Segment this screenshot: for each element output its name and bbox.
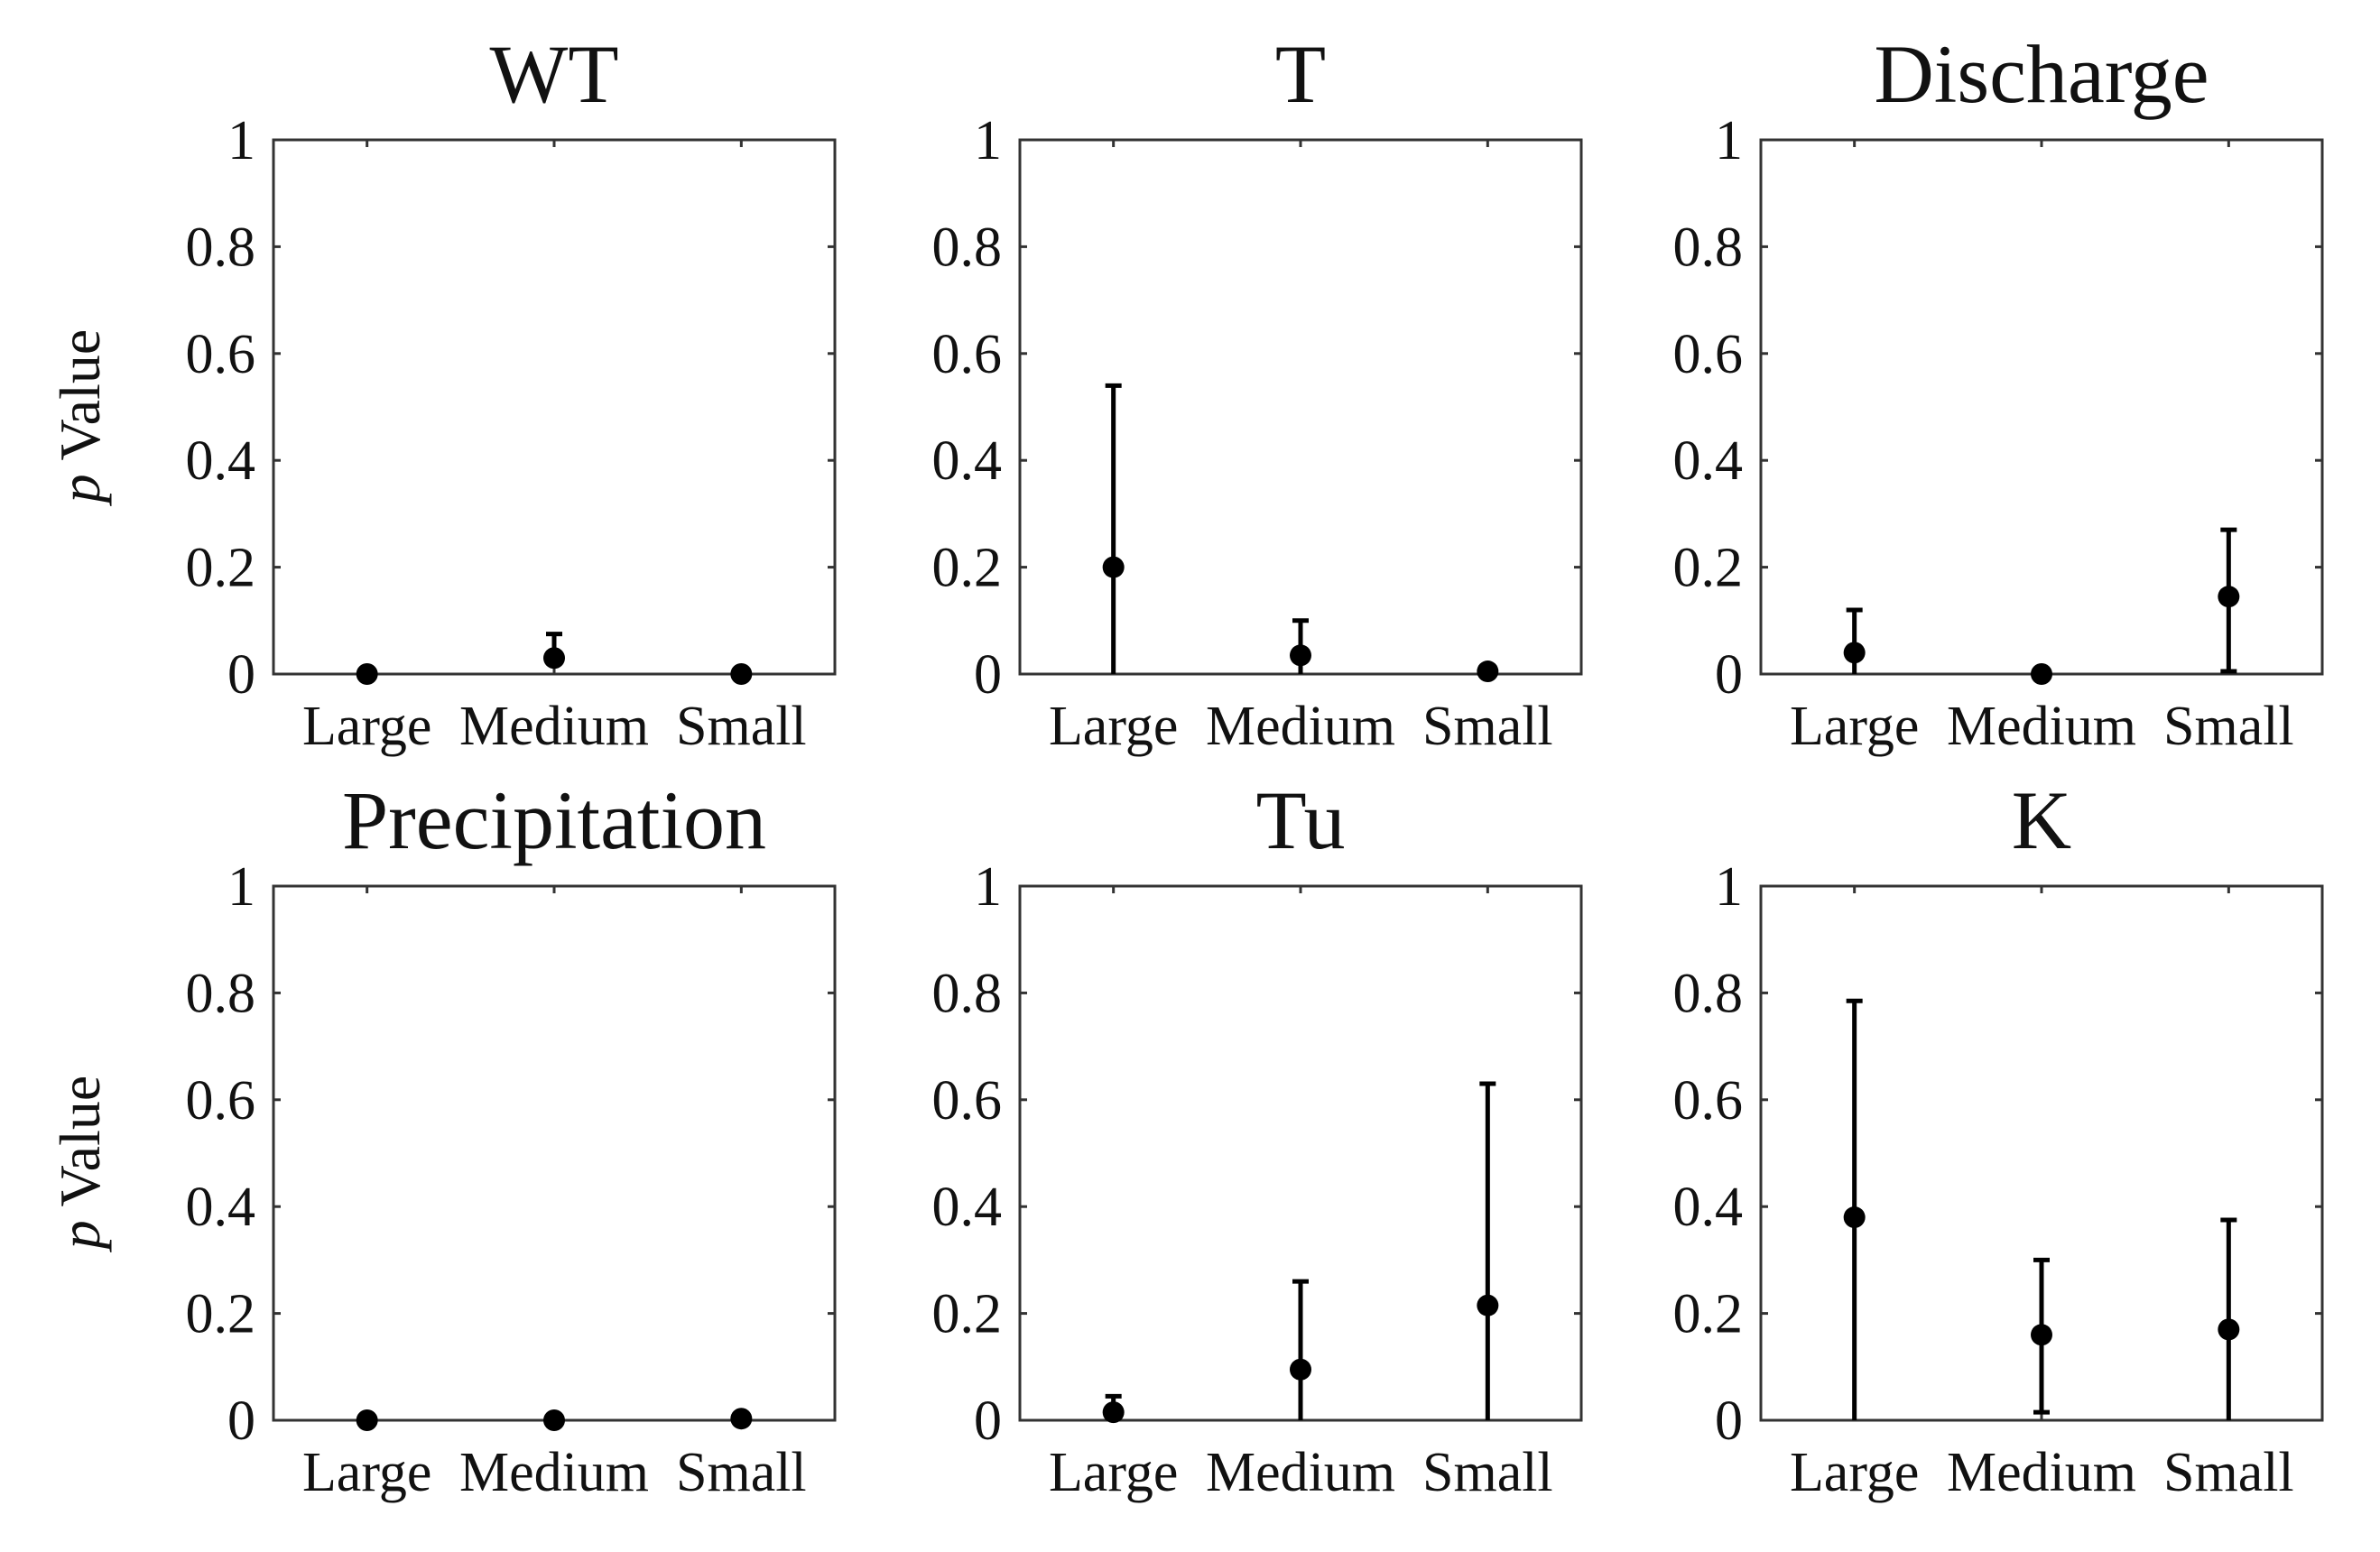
data-point — [1477, 1294, 1499, 1316]
y-axis-label-symbol: p — [48, 1220, 112, 1252]
y-tick-label: 0 — [974, 1390, 1002, 1452]
x-category-label: Small — [1422, 696, 1553, 757]
subplot-title: Precipitation — [342, 774, 766, 866]
subplot-wt: WT 0 0.2 0.4 0.6 0.8 1 Large Medium Small p Value — [48, 28, 837, 757]
y-tick-label: 0.4 — [186, 1177, 256, 1238]
subplot-title: K — [2012, 774, 2071, 866]
y-tick-label: 0.2 — [1673, 538, 1744, 599]
data-point — [730, 663, 753, 685]
y-tick-label: 0.6 — [1673, 1070, 1744, 1132]
y-tick-label: 0.4 — [932, 1177, 1003, 1238]
subplot-title: WT — [489, 28, 618, 120]
data-point — [1290, 644, 1311, 667]
y-tick-label: 0.8 — [932, 217, 1003, 278]
x-category-label: Medium — [1206, 696, 1395, 757]
y-axis-label-text: Value — [48, 1076, 112, 1221]
x-category-label: Small — [1422, 1442, 1553, 1503]
y-tick-label: 0.2 — [932, 538, 1003, 599]
subplot-t: T 0 0.2 0.4 0.6 0.8 1 Large Medium Small — [932, 28, 1583, 757]
x-category-label: Large — [1049, 1442, 1178, 1503]
x-category-label: Medium — [459, 696, 649, 757]
y-axis-label: p Value — [48, 1076, 112, 1253]
axes-frame — [1018, 138, 1583, 676]
y-tick-label: 1 — [974, 856, 1002, 918]
data-point — [2218, 586, 2240, 608]
y-tick-label: 0 — [227, 644, 255, 706]
y-axis-label: p Value — [48, 329, 112, 507]
data-point — [2031, 663, 2052, 685]
x-category-label: Small — [2163, 696, 2294, 757]
y-tick-label: 1 — [1715, 110, 1743, 171]
subplot-title: Discharge — [1874, 28, 2209, 120]
subplot-discharge: Discharge 0 0.2 0.4 0.6 0.8 1 Large Medium Small — [1673, 28, 2324, 757]
subplot-title: T — [1275, 28, 1326, 120]
y-tick-label: 0.2 — [186, 1284, 256, 1345]
y-tick-label: 1 — [1715, 856, 1743, 918]
data-point — [1102, 1401, 1125, 1424]
y-tick-label: 1 — [974, 110, 1002, 171]
y-tick-label: 0.2 — [932, 1284, 1003, 1345]
x-category-label: Small — [2163, 1442, 2294, 1503]
data-point — [1477, 661, 1499, 683]
y-tick-label: 0.4 — [186, 430, 256, 492]
x-category-label: Large — [1790, 1442, 1919, 1503]
data-point — [1290, 1358, 1311, 1381]
data-point — [1843, 1206, 1866, 1229]
data-point — [730, 1408, 753, 1430]
y-tick-label: 0.6 — [932, 1070, 1003, 1132]
x-category-label: Large — [302, 696, 431, 757]
data-point — [543, 1409, 565, 1431]
y-tick-label: 0.6 — [932, 324, 1003, 385]
x-category-label: Small — [676, 1442, 807, 1503]
y-axis-label-symbol: p — [48, 474, 112, 506]
y-tick-label: 0.8 — [1673, 963, 1744, 1024]
y-tick-label: 0.8 — [186, 217, 256, 278]
x-category-label: Large — [1790, 696, 1919, 757]
x-category-label: Large — [1049, 696, 1178, 757]
y-tick-label: 0 — [974, 644, 1002, 706]
axes-frame — [272, 884, 837, 1422]
y-tick-label: 0.8 — [932, 963, 1003, 1024]
subplot-title: Tu — [1256, 774, 1346, 866]
y-tick-label: 0.4 — [1673, 1177, 1744, 1238]
data-point — [2218, 1318, 2240, 1341]
data-point — [1102, 556, 1125, 578]
y-tick-label: 0.4 — [1673, 430, 1744, 492]
data-point — [543, 647, 565, 670]
subplot-tu: Tu 0 0.2 0.4 0.6 0.8 1 Large Medium Small — [932, 774, 1583, 1503]
y-tick-label: 0.8 — [1673, 217, 1744, 278]
y-tick-label: 0 — [1715, 644, 1743, 706]
y-tick-label: 0.6 — [1673, 324, 1744, 385]
axes-frame — [272, 138, 837, 676]
y-tick-label: 0.4 — [932, 430, 1003, 492]
subplot-k: K 0 0.2 0.4 0.6 0.8 1 Large Medium Small — [1673, 774, 2324, 1503]
x-category-label: Medium — [459, 1442, 649, 1503]
x-category-label: Medium — [1206, 1442, 1395, 1503]
y-axis-label-text: Value — [48, 329, 112, 475]
data-point — [2031, 1324, 2052, 1346]
y-tick-label: 0.6 — [186, 1070, 256, 1132]
y-tick-label: 0.2 — [1673, 1284, 1744, 1345]
x-category-label: Large — [302, 1442, 431, 1503]
y-tick-label: 1 — [227, 856, 255, 918]
data-point — [356, 663, 378, 685]
y-tick-label: 0.6 — [186, 324, 256, 385]
data-point — [1843, 642, 1866, 664]
y-tick-label: 0.2 — [186, 538, 256, 599]
y-tick-label: 0.8 — [186, 963, 256, 1024]
y-tick-label: 1 — [227, 110, 255, 171]
y-tick-label: 0 — [227, 1390, 255, 1452]
subplot-precipitation: Precipitation 0 0.2 0.4 0.6 0.8 1 Large Medium Sm… — [48, 774, 837, 1503]
x-category-label: Medium — [1947, 1442, 2136, 1503]
data-point — [356, 1409, 378, 1431]
y-tick-label: 0 — [1715, 1390, 1743, 1452]
x-category-label: Small — [676, 696, 807, 757]
x-category-label: Medium — [1947, 696, 2136, 757]
